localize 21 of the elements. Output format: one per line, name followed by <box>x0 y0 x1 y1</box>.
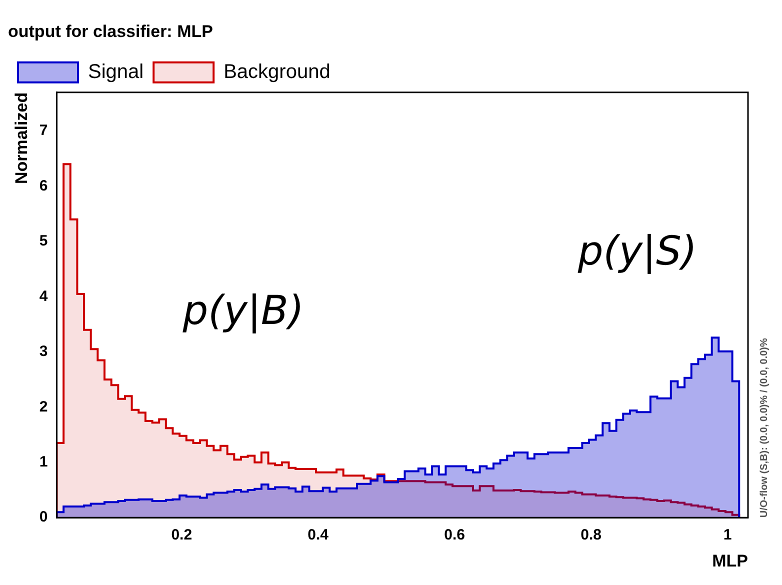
x-tick-label: 0.8 <box>580 526 602 544</box>
x-axis-title: MLP <box>712 551 748 570</box>
y-tick-label: 2 <box>39 398 48 416</box>
x-tick-label: 0.2 <box>171 526 192 544</box>
y-tick-label: 3 <box>39 343 48 360</box>
annotation: p(y|S) <box>576 228 697 274</box>
x-tick-label: 1 <box>723 526 732 544</box>
y-tick-label: 4 <box>39 288 48 305</box>
text: U/O-flow (S,B): (0.0, 0.0)% / (0.0, 0.0)% <box>758 338 770 518</box>
y-axis-title: Normalized <box>12 92 31 184</box>
chart-title: output for classifier: MLP <box>8 22 213 41</box>
legend-label: Background <box>224 60 330 83</box>
y-tick-label: 7 <box>39 122 48 140</box>
y-tick-label: 1 <box>39 454 48 471</box>
y-tick-label: 5 <box>39 232 48 250</box>
legend-label: Signal <box>88 60 144 83</box>
y-tick-label: 0 <box>39 508 48 526</box>
y-tick-label: 6 <box>39 177 48 194</box>
annotation: p(y|B) <box>182 288 304 334</box>
x-tick-label: 0.6 <box>444 526 466 544</box>
x-tick-label: 0.4 <box>308 526 330 544</box>
